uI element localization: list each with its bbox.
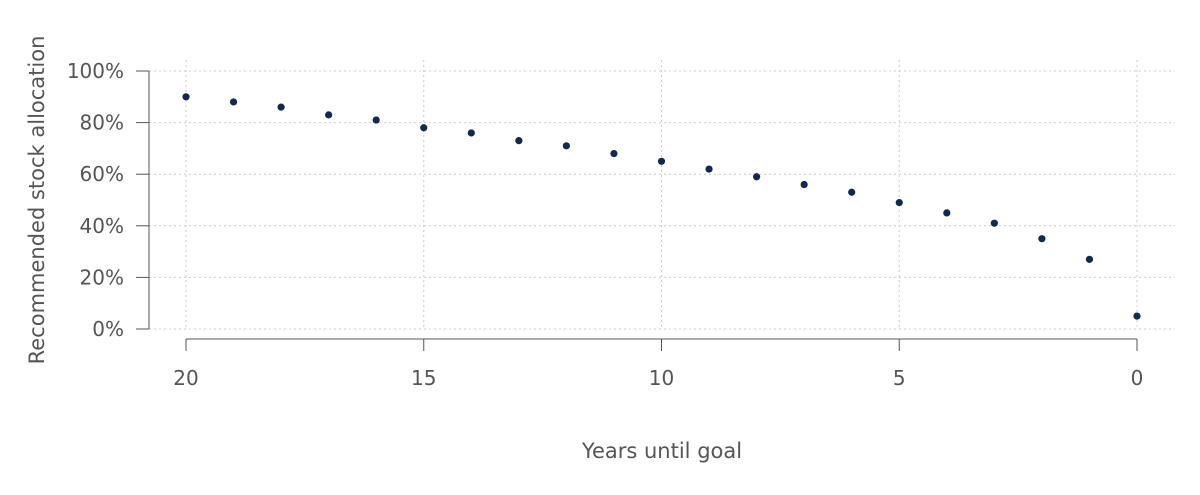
- data-point: [848, 188, 856, 196]
- x-tick-label: 10: [649, 366, 674, 390]
- data-point: [277, 103, 285, 111]
- x-tick-label: 15: [411, 366, 436, 390]
- data-point: [515, 137, 523, 145]
- grid: [149, 60, 1175, 330]
- y-tick-label: 40%: [80, 214, 124, 238]
- y-tick-label: 20%: [80, 265, 124, 289]
- x-tick-label: 5: [893, 366, 906, 390]
- x-tick-label: 20: [173, 366, 198, 390]
- data-point: [229, 98, 238, 106]
- y-tick-label: 0%: [92, 317, 124, 341]
- data-points: [182, 93, 1141, 320]
- data-point: [467, 129, 475, 137]
- data-point: [562, 142, 571, 150]
- data-point: [325, 111, 333, 119]
- data-point: [1038, 235, 1046, 243]
- data-point: [990, 219, 998, 227]
- data-point: [657, 157, 666, 165]
- data-point: [895, 198, 903, 207]
- data-point: [800, 180, 808, 189]
- data-point: [1085, 255, 1094, 263]
- y-tick-label: 80%: [80, 111, 124, 135]
- data-point: [753, 173, 761, 181]
- data-point: [372, 116, 380, 124]
- x-tick-label: 0: [1131, 366, 1144, 390]
- x-axis-label: Years until goal: [581, 439, 742, 463]
- y-axis-label: Recommended stock allocation: [25, 36, 49, 365]
- y-tick-label: 100%: [67, 59, 124, 83]
- y-tick-label: 60%: [80, 162, 124, 186]
- axes: 0% 20% 40% 60% 80% 100% 20 15 10 5 0: [67, 59, 1144, 390]
- data-point: [610, 149, 618, 158]
- data-point: [182, 93, 190, 101]
- data-point: [705, 165, 713, 173]
- data-point: [420, 124, 428, 132]
- data-point: [1133, 312, 1141, 320]
- data-point: [943, 209, 951, 217]
